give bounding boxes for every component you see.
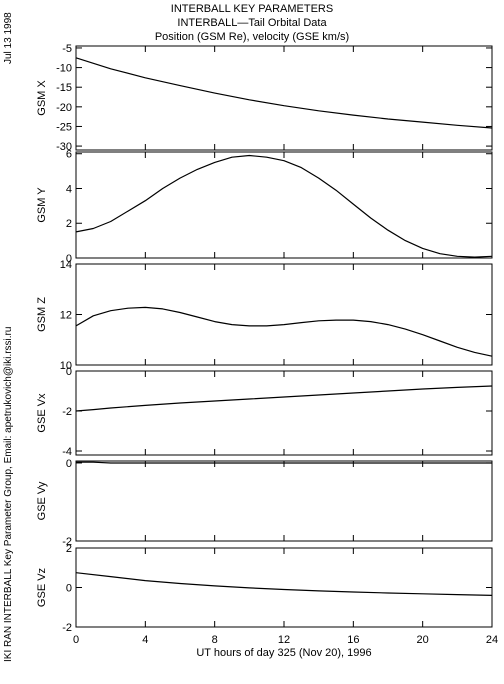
panel-frame-gse-vx (75, 370, 493, 456)
y-tick-label-gsm-z: 10 (60, 360, 72, 372)
y-axis-label-gse-vz: GSE Vz (36, 568, 48, 607)
x-tick-label: 24 (486, 634, 498, 646)
series-line-gse-vy (76, 461, 492, 464)
chart-title-line-1: INTERBALL KEY PARAMETERS (170, 3, 334, 15)
x-tick-label: 20 (417, 634, 429, 646)
chart-title-line-2: INTERBALL—Tail Orbital Data (177, 17, 327, 29)
y-tick-label-gse-vz: 0 (66, 583, 72, 595)
y-axis-label-gse-vy: GSE Vy (36, 481, 48, 520)
series-line-gse-vz (75, 572, 493, 596)
y-axis-label-gsm-z: GSM Z (36, 297, 48, 332)
y-tick-label-gsm-x: -20 (56, 102, 72, 114)
y-axis-label-gsm-y: GSM Y (36, 187, 48, 223)
panel-frame-gse-vz (75, 547, 493, 628)
x-tick-label: 4 (142, 634, 148, 646)
y-tick-label-gsm-y: 6 (66, 149, 72, 161)
y-tick-label-gsm-x: -25 (56, 121, 72, 133)
y-tick-label-gse-vx: -4 (62, 446, 72, 458)
x-tick-label: 12 (278, 634, 290, 646)
y-axis-label-gse-vx: GSE Vx (36, 393, 48, 433)
panel-frame-gse-vy (75, 460, 493, 542)
y-tick-label-gsm-z: 14 (60, 259, 72, 271)
chart-subtitle: Position (GSM Re), velocity (GSE km/s) (154, 31, 350, 43)
series-line-gse-vx (75, 385, 493, 412)
series-line-gsm-z (75, 306, 493, 357)
x-tick-label: 0 (73, 634, 79, 646)
y-tick-label-gse-vz: 2 (66, 543, 72, 555)
y-tick-label-gsm-x: -10 (56, 63, 72, 75)
y-tick-label-gse-vy: -2 (62, 536, 72, 548)
x-tick-label: 8 (212, 634, 218, 646)
y-tick-label-gsm-x: -15 (56, 82, 72, 94)
y-tick-label-gse-vx: -2 (62, 406, 72, 418)
x-tick-label: 16 (347, 634, 359, 646)
panel-frame-gsm-z (75, 263, 493, 366)
y-axis-label-gsm-x: GSM X (36, 80, 48, 116)
y-tick-label-gse-vy: 0 (66, 458, 72, 470)
y-tick-label-gsm-x: -5 (62, 43, 72, 55)
series-line-gsm-y (75, 154, 493, 258)
y-tick-label-gsm-y: 2 (66, 218, 72, 230)
panel-frame-gsm-x (75, 45, 493, 151)
y-tick-label-gsm-y: 4 (66, 183, 72, 195)
y-tick-label-gse-vx: 0 (66, 366, 72, 378)
y-tick-label-gsm-z: 12 (60, 310, 72, 322)
y-tick-label-gsm-y: 0 (66, 253, 72, 265)
y-tick-label-gsm-x: -30 (56, 141, 72, 153)
x-axis-label: UT hours of day 325 (Nov 20), 1996 (196, 647, 372, 659)
series-line-gsm-x (75, 57, 493, 129)
y-tick-label-gse-vz: -2 (62, 622, 72, 634)
